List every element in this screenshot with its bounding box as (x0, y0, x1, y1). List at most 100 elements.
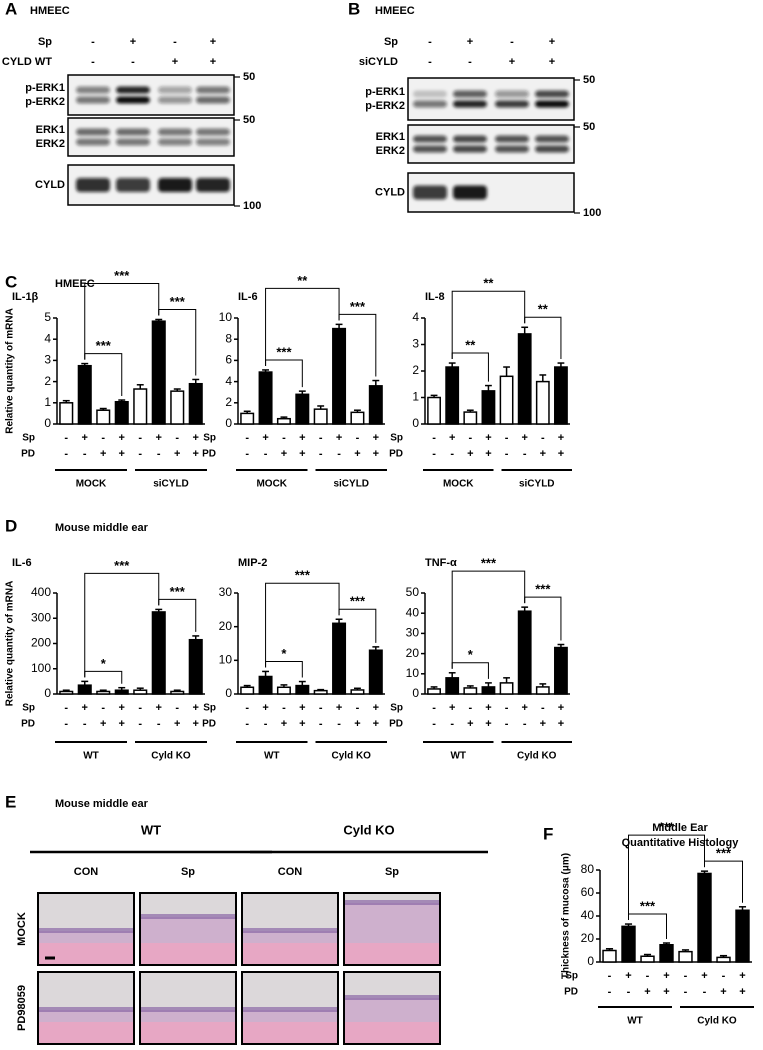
bar (295, 393, 310, 425)
epithelium (38, 1007, 134, 1012)
bar (59, 402, 74, 425)
significance-bracket (338, 608, 377, 643)
band (413, 185, 447, 200)
condition-sign: - (505, 702, 509, 714)
y-tick-label: 0 (412, 416, 419, 430)
band (196, 128, 230, 136)
bar (368, 385, 383, 425)
condition-sign: + (558, 432, 564, 444)
panel-letter: B (348, 0, 360, 18)
y-tick-label: 4 (225, 374, 232, 388)
bar (499, 375, 514, 425)
y-tick-label: 3 (44, 353, 51, 367)
blot-frame (407, 77, 575, 121)
group-label: WT (627, 1016, 643, 1027)
condition-sign: - (505, 448, 509, 460)
band (196, 86, 230, 94)
group-label: WT (264, 751, 280, 762)
bar (240, 686, 255, 695)
bar (621, 925, 636, 963)
chart-subtitle: Quantitative Histology (622, 837, 740, 849)
condition-sign: - (282, 432, 286, 444)
band (158, 178, 192, 192)
bar (59, 690, 74, 695)
condition-sign: + (720, 986, 726, 998)
band (453, 145, 487, 153)
condition-label: Sp (22, 703, 35, 714)
bar (427, 396, 441, 425)
panel-title: Mouse middle ear (55, 522, 149, 534)
band (196, 178, 230, 192)
bone-layer (242, 943, 338, 965)
blot-label: ERK2 (36, 138, 65, 150)
condition-sign: - (319, 448, 323, 460)
significance-bracket (84, 670, 123, 684)
group-label: WT (141, 822, 161, 837)
marker-label: 50 (583, 74, 595, 86)
condition-sign: + (156, 702, 162, 714)
y-tick-label: 1 (412, 390, 419, 404)
y-tick-label: 100 (31, 661, 51, 675)
condition-sign: - (646, 970, 650, 982)
y-tick-label: 30 (219, 585, 233, 599)
blot-label: p-ERK1 (25, 82, 65, 94)
blot-label: CYLD (375, 186, 405, 198)
blot-label: p-ERK2 (365, 100, 405, 112)
group-label: siCYLD (153, 479, 189, 490)
significance-bracket (265, 582, 340, 668)
band (76, 96, 110, 104)
bar (602, 949, 617, 963)
chart-title: IL-8 (425, 291, 445, 303)
blot-background (68, 75, 234, 115)
panel-letter: A (5, 0, 17, 18)
condition-label: Sp (203, 703, 216, 714)
condition-sign: + (644, 986, 650, 998)
significance-label: *** (295, 568, 311, 583)
condition-sign: + (549, 36, 555, 48)
mucosa (344, 903, 440, 943)
condition-sign: - (138, 702, 142, 714)
condition-sign: + (100, 448, 106, 460)
significance-label: * (281, 646, 287, 661)
y-tick-label: 20 (581, 931, 595, 945)
condition-sign: - (245, 702, 249, 714)
condition-sign: + (467, 718, 473, 730)
condition-sign: + (193, 702, 199, 714)
group-label: Cyld KO (343, 822, 394, 837)
significance-bracket (265, 660, 303, 678)
condition-sign: + (739, 986, 745, 998)
condition-sign: - (245, 432, 249, 444)
panel-letter: C (5, 272, 17, 291)
significance-label: * (468, 647, 474, 662)
significance-label: ** (297, 273, 308, 288)
band (116, 86, 150, 94)
blot-frame (67, 164, 235, 206)
bar (151, 611, 166, 695)
significance-label: ** (465, 337, 476, 352)
column-label: CON (278, 866, 303, 878)
condition-label: siCYLD (359, 56, 398, 68)
mucosa (140, 1010, 236, 1022)
condition-sign: - (684, 970, 688, 982)
condition-sign: + (299, 702, 305, 714)
bar (517, 333, 532, 425)
condition-sign: + (549, 56, 555, 68)
condition-sign: + (540, 448, 546, 460)
band (535, 90, 569, 98)
condition-sign: + (558, 448, 564, 460)
y-tick-label: 2 (412, 363, 419, 377)
band (116, 128, 150, 136)
band (413, 135, 447, 143)
condition-sign: + (373, 448, 379, 460)
bar (295, 684, 310, 695)
condition-label: PD (21, 449, 35, 460)
bone-layer (344, 943, 440, 965)
condition-sign: - (245, 718, 249, 730)
y-tick-label: 6 (225, 353, 232, 367)
bar (77, 364, 92, 425)
bone-layer (38, 1022, 134, 1044)
significance-label: *** (96, 338, 112, 353)
condition-sign: + (119, 702, 125, 714)
condition-label: Sp (390, 433, 403, 444)
band (535, 135, 569, 143)
